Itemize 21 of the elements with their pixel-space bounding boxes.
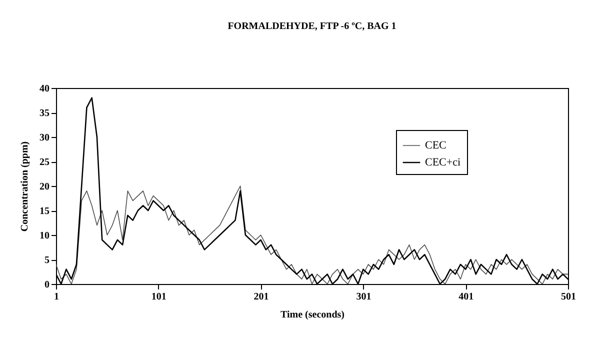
y-tick-label: 35 (40, 108, 50, 119)
x-tick-label: 301 (356, 292, 372, 302)
x-tick-label: 1 (54, 292, 59, 302)
y-tick-label: 0 (44, 280, 50, 290)
y-tick-label: 30 (40, 132, 50, 144)
y-tick-label: 40 (40, 84, 50, 94)
x-tick-label: 401 (458, 292, 474, 302)
y-tick-label: 15 (40, 206, 50, 217)
y-tick-label: 10 (40, 230, 50, 242)
x-tick-label: 101 (151, 292, 166, 302)
y-tick-label: 5 (44, 255, 50, 266)
y-axis-title: Concentration (ppm) (20, 141, 30, 232)
y-tick-label: 25 (40, 157, 50, 168)
x-tick-label: 201 (254, 292, 269, 302)
legend-label: CEC (425, 140, 446, 152)
chart-title: FORMALDEHYDE, FTP -6 ºC, BAG 1 (228, 21, 396, 32)
line-series (56, 186, 568, 284)
x-tick-label: 501 (561, 292, 576, 302)
x-axis-title: Time (seconds) (280, 310, 344, 320)
y-tick-label: 20 (40, 182, 50, 192)
legend-label: CEC+ci (425, 156, 461, 168)
